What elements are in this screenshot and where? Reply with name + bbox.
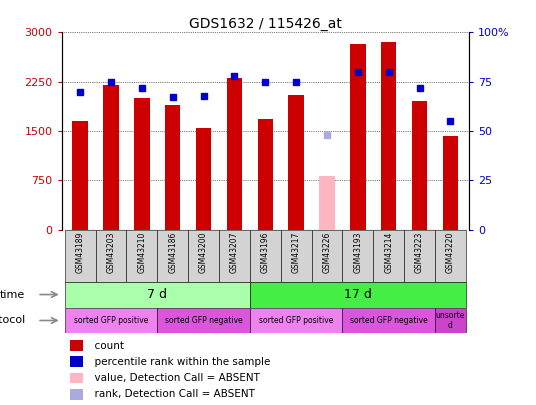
- Bar: [343, 230, 374, 281]
- Text: sorted GFP negative: sorted GFP negative: [350, 316, 428, 325]
- Text: GSM43203: GSM43203: [107, 232, 116, 273]
- Text: percentile rank within the sample: percentile rank within the sample: [88, 357, 271, 367]
- Bar: [219, 230, 250, 281]
- Text: sorted GFP positive: sorted GFP positive: [259, 316, 333, 325]
- Text: count: count: [88, 341, 124, 351]
- Bar: [412, 101, 427, 230]
- Bar: [250, 230, 281, 281]
- Text: GSM43226: GSM43226: [323, 232, 332, 273]
- Bar: [188, 230, 219, 281]
- Bar: [134, 98, 150, 230]
- Bar: [165, 105, 181, 230]
- Bar: [319, 176, 335, 230]
- Bar: [157, 230, 188, 281]
- Text: GSM43207: GSM43207: [230, 232, 239, 273]
- Bar: [70, 340, 83, 351]
- Bar: [381, 42, 397, 230]
- Bar: [343, 307, 435, 333]
- Bar: [70, 373, 83, 384]
- Bar: [288, 95, 304, 230]
- Bar: [95, 230, 126, 281]
- Bar: [227, 79, 242, 230]
- Text: GSM43214: GSM43214: [384, 232, 393, 273]
- Bar: [443, 136, 458, 230]
- Bar: [65, 281, 250, 307]
- Bar: [281, 230, 311, 281]
- Text: sorted GFP negative: sorted GFP negative: [165, 316, 242, 325]
- Text: 17 d: 17 d: [344, 288, 372, 301]
- Bar: [65, 307, 157, 333]
- Bar: [250, 307, 343, 333]
- Title: GDS1632 / 115426_at: GDS1632 / 115426_at: [189, 17, 342, 31]
- Bar: [103, 85, 119, 230]
- Text: 7 d: 7 d: [147, 288, 167, 301]
- Text: unsorte
d: unsorte d: [436, 311, 465, 330]
- Text: GSM43200: GSM43200: [199, 232, 208, 273]
- Bar: [250, 281, 466, 307]
- Text: sorted GFP positive: sorted GFP positive: [74, 316, 148, 325]
- Bar: [126, 230, 157, 281]
- Text: protocol: protocol: [0, 315, 25, 326]
- Text: GSM43210: GSM43210: [137, 232, 146, 273]
- Bar: [350, 44, 366, 230]
- Bar: [196, 128, 211, 230]
- Bar: [311, 230, 343, 281]
- Bar: [72, 121, 88, 230]
- Text: rank, Detection Call = ABSENT: rank, Detection Call = ABSENT: [88, 389, 255, 399]
- Text: time: time: [0, 290, 25, 300]
- Bar: [258, 119, 273, 230]
- Text: GSM43223: GSM43223: [415, 232, 424, 273]
- Bar: [157, 307, 250, 333]
- Text: GSM43217: GSM43217: [292, 232, 301, 273]
- Text: GSM43189: GSM43189: [76, 232, 85, 273]
- Bar: [404, 230, 435, 281]
- Bar: [435, 307, 466, 333]
- Text: GSM43193: GSM43193: [353, 232, 362, 273]
- Bar: [70, 389, 83, 400]
- Text: GSM43186: GSM43186: [168, 232, 177, 273]
- Bar: [435, 230, 466, 281]
- Bar: [374, 230, 404, 281]
- Bar: [70, 356, 83, 367]
- Bar: [65, 230, 95, 281]
- Text: GSM43196: GSM43196: [261, 232, 270, 273]
- Text: value, Detection Call = ABSENT: value, Detection Call = ABSENT: [88, 373, 260, 383]
- Text: GSM43220: GSM43220: [446, 232, 455, 273]
